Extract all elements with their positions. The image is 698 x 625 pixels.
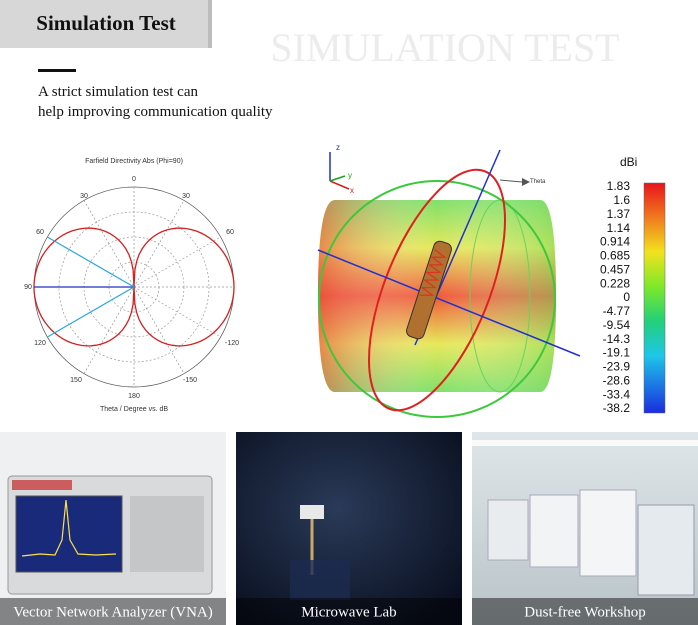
machine: [579, 489, 637, 577]
lab-absorber: [290, 560, 350, 600]
colorbar-label: 0.914: [600, 235, 630, 249]
theta-label: Theta: [530, 179, 546, 185]
angle-label: 30: [80, 193, 88, 200]
caption-bar: [0, 598, 226, 625]
polar-axis-label: Theta / Degree vs. dB: [100, 406, 168, 413]
antenna-coil: [419, 249, 447, 296]
colorbar-label: 0.228: [600, 276, 630, 290]
angle-label: -150: [183, 377, 197, 384]
colorbar-label: -19.1: [603, 346, 631, 360]
theta-arrow: [499, 179, 523, 183]
colorbar-label: 1.83: [607, 179, 631, 193]
description-line: A strict simulation test can: [38, 84, 198, 100]
colorbar-label: 1.14: [607, 221, 631, 235]
vna-keypad: [130, 496, 204, 572]
antenna: [406, 240, 452, 340]
beamwidth-line: [47, 236, 135, 288]
colorbar-label: -28.6: [603, 373, 631, 387]
machine: [487, 499, 529, 561]
title-box-shadow: [208, 0, 212, 48]
photo-caption: Vector Network Analyzer (VNA): [13, 604, 213, 620]
angle-label: 90: [24, 284, 32, 291]
angle-label: 60: [226, 229, 234, 236]
axis-z-label: z: [336, 143, 340, 152]
colorbar-label: -4.77: [603, 304, 631, 318]
colorbar-label: 0: [623, 290, 630, 304]
theta-circle: [368, 168, 506, 412]
captions: Vector Network Analyzer (VNA) Microwave L…: [0, 598, 698, 625]
colorbar-label: 0.457: [600, 262, 630, 276]
vna-brand: [12, 480, 72, 490]
polar-title: Farfield Directivity Abs (Phi=90): [85, 158, 183, 165]
beamwidth-line: [47, 286, 135, 338]
axis-y-label: y: [348, 171, 352, 180]
caption-bar: [236, 598, 462, 625]
axis-y: [329, 175, 346, 182]
colorbar-label: 0.685: [600, 249, 630, 263]
colorbar-label: -38.2: [603, 401, 631, 415]
machine: [529, 494, 579, 568]
colorbar-label: 1.6: [613, 193, 630, 207]
underline: [38, 69, 76, 72]
angle-label: 150: [70, 377, 82, 384]
phi-circle: [318, 180, 556, 418]
photo-caption: Microwave Lab: [301, 604, 396, 620]
machine: [637, 504, 695, 596]
polar-plot: Farfield Directivity Abs (Phi=90) Theta …: [24, 158, 239, 413]
pattern-3d: Theta z x y dBi 1.831.61.371.140.9140.68…: [317, 143, 666, 418]
photo-lab: [236, 432, 462, 625]
angle-label: 60: [36, 229, 44, 236]
angle-label: -120: [225, 340, 239, 347]
theta-arrowhead: [522, 178, 530, 186]
angle-label: 30: [182, 193, 190, 200]
section-title: Simulation Test: [36, 11, 175, 35]
colorbar: [643, 182, 666, 414]
photo-vna: [0, 432, 226, 625]
lab-antenna: [300, 505, 324, 519]
angle-label: 0: [132, 176, 136, 183]
colorbar-label: -23.9: [603, 360, 631, 374]
ceiling-light: [472, 440, 698, 446]
angle-label: 120: [34, 340, 46, 347]
colorbar-label: -33.4: [603, 387, 631, 401]
photo-caption: Dust-free Workshop: [524, 604, 645, 620]
axis-x: [329, 180, 350, 190]
colorbar-unit: dBi: [620, 155, 637, 169]
colorbar-label: -9.54: [603, 318, 631, 332]
caption-bar: [472, 598, 698, 625]
photo-workshop: [472, 432, 698, 625]
title-box: [0, 0, 212, 48]
axis-line: [317, 249, 581, 357]
angle-label: 180: [128, 393, 140, 400]
colorbar-label: 1.37: [607, 207, 631, 221]
axis-x-label: x: [350, 186, 354, 195]
watermark: SIMULATION TEST: [270, 25, 619, 70]
vna-trace: [21, 499, 117, 557]
colorbar-label: -14.3: [603, 332, 631, 346]
description-line: help improving communication quality: [38, 104, 273, 120]
